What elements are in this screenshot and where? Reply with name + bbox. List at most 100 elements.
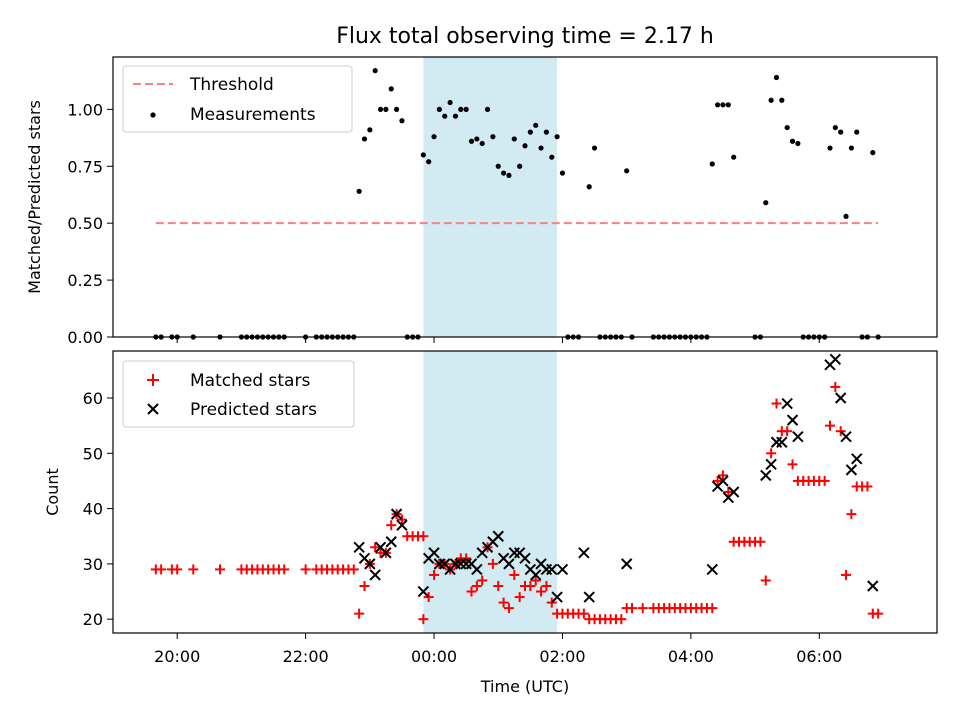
measurement-point	[591, 145, 598, 151]
measurement-point	[500, 170, 507, 176]
predicted-star-point	[417, 585, 430, 598]
matched-star-point	[824, 420, 835, 431]
matched-star-point	[461, 553, 472, 564]
matched-star-point	[712, 475, 723, 486]
chart-title: Flux total observing time = 2.17 h	[336, 24, 714, 49]
measurement-point	[517, 163, 523, 169]
measurement-point	[795, 140, 801, 147]
predicted-star-point	[792, 430, 804, 443]
measurement-point	[367, 127, 373, 133]
measurement-point	[843, 213, 849, 219]
matched-star-point	[846, 509, 857, 520]
predicted-star-point	[369, 569, 381, 581]
predicted-star-point	[867, 580, 879, 592]
measurement-point	[543, 129, 550, 135]
predicted-star-point	[781, 397, 793, 410]
measurement-point	[827, 145, 833, 151]
matched-star-point	[707, 603, 718, 614]
matched-star-point	[215, 564, 226, 575]
measurement-point	[763, 200, 769, 206]
matched-star-point	[354, 608, 365, 619]
top-legend-box	[122, 65, 353, 133]
matched-star-point	[418, 531, 429, 542]
predicted-star-point	[717, 475, 729, 487]
matched-star-point	[637, 603, 648, 614]
x-tick-label: 22:00	[283, 647, 329, 666]
measurement-point	[458, 106, 464, 112]
predicted-star-point	[385, 536, 397, 548]
matched-star-point	[370, 542, 381, 553]
matched-star-point	[466, 586, 477, 597]
bottom-markers	[150, 353, 884, 625]
measurement-point	[356, 188, 362, 194]
x-tick-label: 04:00	[668, 647, 714, 666]
matched-star-point	[530, 575, 541, 586]
measurement-point	[720, 102, 726, 108]
matched-star-point	[487, 558, 498, 569]
top-plot-frame	[112, 56, 938, 338]
predicted-star-point	[471, 563, 483, 576]
y-tick-label: 40	[83, 500, 103, 519]
matched-star-point	[418, 614, 429, 625]
predicted-star-point	[380, 547, 392, 559]
predicted-star-point	[353, 541, 365, 554]
y-tick-label: 50	[83, 444, 103, 463]
predicted-star-point	[851, 453, 863, 465]
measurement-point	[832, 124, 838, 131]
bottom-y-axis: 20 30 40 50 60	[83, 389, 113, 629]
matched-star-point	[423, 592, 434, 603]
measurement-point	[495, 163, 501, 169]
matched-star-point	[862, 481, 873, 492]
measurement-point	[442, 113, 448, 119]
matched-star-point	[503, 603, 514, 614]
measurement-point	[789, 138, 796, 144]
predicted-star-point	[765, 458, 777, 471]
measurement-point	[522, 143, 528, 149]
matched-star-point	[723, 487, 734, 497]
y-tick-label: 1.00	[67, 100, 103, 119]
legend-predicted-swatch	[147, 403, 159, 415]
matched-star-point	[766, 448, 777, 459]
y-tick-label: 30	[83, 555, 103, 574]
matched-star-point	[819, 475, 830, 486]
measurement-point	[731, 154, 737, 160]
predicted-star-point	[727, 486, 740, 498]
predicted-star-point	[364, 558, 376, 570]
matched-star-point	[493, 581, 504, 591]
matched-star-point	[471, 581, 482, 591]
top-x-ticks	[176, 337, 820, 343]
x-tick-label: 06:00	[796, 647, 842, 666]
legend-measurements-swatch	[150, 112, 156, 118]
measurement-point	[784, 124, 790, 131]
matched-star-point	[509, 569, 520, 580]
predicted-star-point	[834, 392, 847, 404]
matched-star-point	[760, 575, 771, 586]
predicted-star-point	[503, 558, 515, 570]
predicted-star-point	[770, 436, 783, 448]
matched-star-point	[873, 608, 884, 619]
matched-star-point	[300, 564, 311, 575]
measurement-point	[506, 172, 512, 178]
legend-matched-swatch	[147, 374, 159, 386]
top-y-axis: 0.00 0.25 0.50 0.75 1.00	[67, 100, 113, 347]
bottom-y-axis-label: Count	[43, 468, 62, 516]
measurement-point	[527, 129, 533, 135]
legend-measurements-label: Measurements	[190, 105, 316, 125]
predicted-star-point	[776, 436, 788, 448]
predicted-star-point	[492, 530, 504, 542]
predicted-star-point	[546, 563, 558, 576]
matched-star-point	[782, 426, 793, 437]
measurement-point	[377, 106, 384, 112]
predicted-star-point	[519, 552, 531, 565]
predicted-star-point	[396, 519, 408, 531]
measurement-point	[393, 106, 400, 112]
measurement-point	[484, 106, 491, 112]
y-tick-label: 0.25	[67, 271, 103, 290]
measurement-point	[870, 150, 876, 156]
matched-star-point	[359, 581, 370, 591]
measurement-point	[463, 106, 469, 112]
x-tick-label: 00:00	[411, 647, 457, 666]
matched-star-point	[156, 564, 167, 575]
measurement-point	[533, 122, 539, 128]
measurement-point	[436, 106, 442, 112]
